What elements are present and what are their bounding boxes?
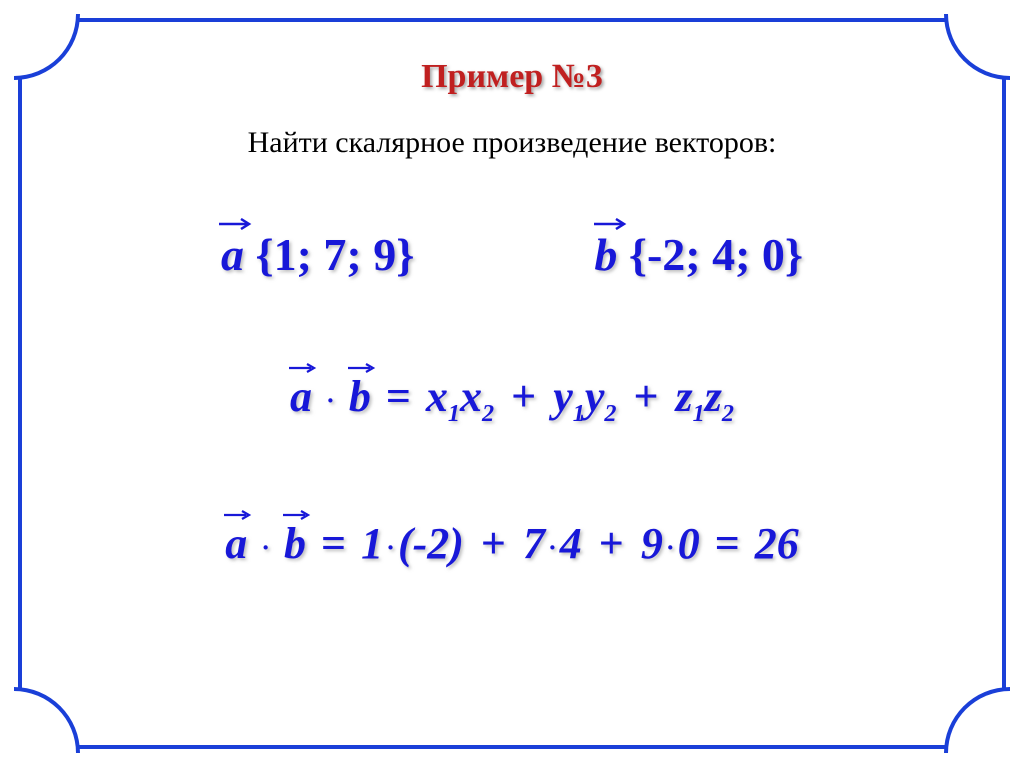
dot-product-calculation: a · b = 1·(-2) + 7·4 + 9·0 = 26 [90, 518, 934, 569]
vector-a-coords: {1; 7; 9} [255, 229, 414, 280]
vector-b-coords: {-2; 4; 0} [629, 229, 803, 280]
vector-a-expr: a {1; 7; 9} [221, 228, 414, 281]
slide-content: Пример №3 Найти скалярное произведение в… [30, 30, 994, 737]
vector-b-expr: b {-2; 4; 0} [594, 228, 803, 281]
vector-arrow-icon [217, 218, 255, 230]
vector-arrow-icon [592, 218, 630, 230]
vector-arrow-icon [347, 363, 377, 373]
calc-vec-b: b [284, 518, 306, 569]
calc-vec-a: a [225, 518, 247, 569]
vector-arrow-icon [282, 510, 312, 520]
slide-subtitle: Найти скалярное произведение векторов: [90, 126, 934, 160]
vector-arrow-icon [223, 510, 253, 520]
calc-result: 26 [755, 519, 799, 568]
vectors-row: a {1; 7; 9} b {-2; 4; 0} [90, 228, 934, 281]
formula-vec-b: b [349, 371, 371, 422]
vector-b-letter: b [594, 228, 617, 281]
vector-arrow-icon [288, 363, 318, 373]
vector-a-letter: a [221, 228, 244, 281]
slide-title: Пример №3 [90, 58, 934, 96]
dot-product-formula: a · b = x1x2 + y1y2 + z1z2 [90, 371, 934, 428]
formula-vec-a: a [290, 371, 312, 422]
dot-operator: · [323, 385, 338, 415]
dot-operator: · [258, 532, 273, 562]
